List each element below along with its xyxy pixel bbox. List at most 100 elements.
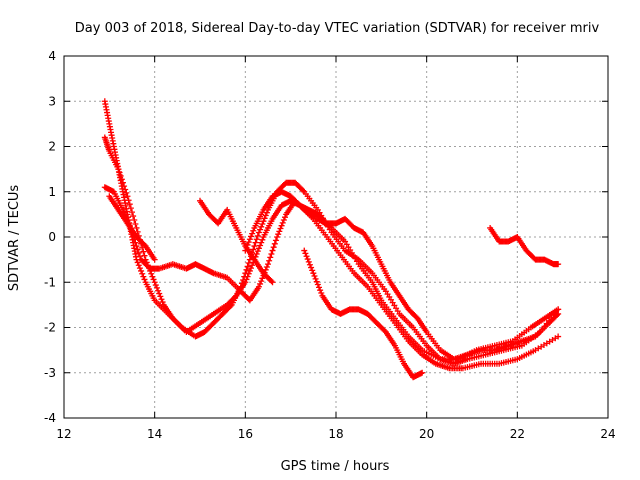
data-point: [282, 214, 288, 221]
data-point: [136, 253, 143, 260]
y-tick-label: 4: [48, 49, 56, 63]
data-point: [555, 333, 562, 340]
data-point: [126, 201, 133, 208]
plot-frame: [63, 55, 609, 419]
data-point: [280, 217, 287, 224]
data-point: [314, 281, 321, 288]
data-point: [116, 169, 123, 176]
data-point: [306, 261, 313, 268]
x-tick-label: 12: [56, 427, 71, 441]
y-tick-label: 1: [48, 185, 56, 199]
data-point: [305, 258, 312, 265]
data-point: [248, 265, 254, 272]
series-track-7: [301, 247, 426, 381]
y-tick-label: -4: [44, 411, 56, 425]
data-point: [132, 220, 139, 227]
data-point: [275, 231, 282, 238]
x-tick-label: 18: [328, 427, 343, 441]
data-point: [318, 289, 325, 296]
series-track-3: [101, 184, 562, 363]
y-axis-title: SDTVAR / TECUs: [7, 185, 22, 292]
data-marks: [101, 98, 562, 381]
data-point: [257, 226, 264, 233]
data-point: [268, 250, 275, 257]
data-point: [115, 166, 122, 173]
data-point: [254, 248, 261, 255]
data-point: [157, 293, 164, 300]
data-point: [133, 224, 140, 231]
data-point: [555, 310, 562, 317]
data-point: [259, 275, 266, 282]
data-point: [245, 270, 252, 277]
data-point: [312, 275, 319, 282]
data-point: [266, 257, 273, 264]
data-point: [245, 239, 252, 246]
data-point: [277, 225, 284, 232]
x-axis-title: GPS time / hours: [281, 459, 390, 474]
data-point: [125, 197, 132, 204]
data-point: [257, 242, 264, 249]
data-point: [140, 248, 147, 255]
y-tick-label: 2: [48, 140, 56, 154]
data-point: [248, 233, 254, 240]
data-point: [317, 287, 324, 294]
data-point: [156, 290, 163, 297]
data-point: [243, 276, 250, 283]
data-point: [276, 228, 283, 235]
data-point: [303, 253, 310, 260]
data-point: [121, 183, 128, 190]
data-point: [419, 369, 426, 376]
data-point: [244, 241, 251, 248]
data-point: [255, 229, 262, 236]
x-tick-label: 16: [238, 427, 253, 441]
data-point: [152, 282, 159, 289]
data-point: [151, 256, 158, 263]
data-point: [316, 284, 322, 291]
data-point: [272, 237, 279, 244]
x-tick-label: 22: [510, 427, 525, 441]
data-point: [262, 212, 269, 219]
data-point: [138, 267, 145, 274]
data-point: [150, 276, 157, 283]
data-point: [134, 246, 141, 253]
data-point: [243, 266, 250, 273]
data-point: [261, 215, 268, 222]
data-point: [300, 187, 307, 194]
data-point: [252, 239, 259, 246]
data-point: [130, 213, 137, 220]
data-point: [134, 259, 141, 266]
data-point: [302, 250, 309, 257]
data-point: [251, 243, 258, 250]
x-tick-label: 14: [147, 427, 162, 441]
data-point: [149, 273, 156, 280]
data-point: [127, 205, 134, 212]
data-point: [263, 263, 270, 270]
data-point: [258, 239, 265, 246]
data-point: [122, 186, 129, 193]
data-point: [244, 263, 251, 270]
data-point: [139, 270, 146, 277]
data-point: [308, 264, 315, 271]
data-point: [270, 244, 277, 251]
data-point: [153, 284, 160, 291]
data-point: [141, 276, 148, 283]
y-tick-label: 3: [48, 94, 56, 108]
y-tick-label: -1: [44, 275, 56, 289]
data-point: [246, 267, 253, 274]
data-point: [246, 236, 253, 243]
series-track-8: [487, 224, 562, 268]
data-point: [274, 234, 281, 240]
data-point: [140, 273, 147, 280]
data-point: [258, 278, 265, 285]
data-point: [155, 287, 162, 294]
data-point: [244, 273, 251, 280]
data-point: [258, 223, 265, 230]
data-point: [117, 172, 124, 179]
data-point: [255, 283, 262, 290]
data-point: [260, 218, 267, 225]
data-point: [555, 261, 562, 268]
data-point: [279, 219, 286, 226]
data-point: [265, 261, 271, 268]
y-tick-label: -3: [44, 366, 56, 380]
